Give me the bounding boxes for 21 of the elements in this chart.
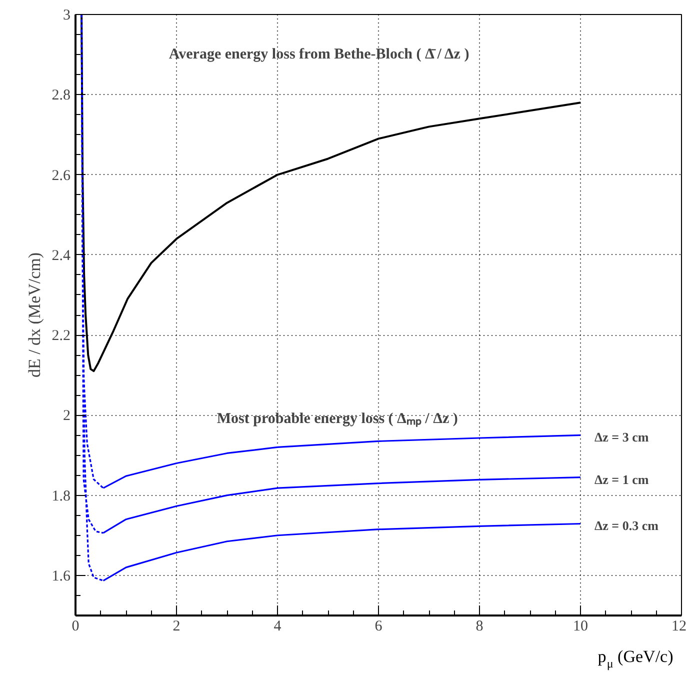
y-tick-label: 2.4	[52, 248, 71, 264]
y-tick-label: 1.6	[52, 568, 71, 584]
x-tick-label: 2	[172, 618, 180, 634]
x-tick-label: 10	[573, 618, 588, 634]
y-tick-label: 2.6	[52, 168, 71, 184]
y-tick-label: 2	[63, 408, 70, 424]
y-axis-title: dE / dx (MeV/cm)	[24, 252, 44, 378]
x-tick-label: 6	[374, 618, 383, 634]
series-label: Δz = 3 cm	[594, 430, 649, 445]
x-tick-label: 0	[72, 618, 80, 634]
annotation: Average energy loss from Bethe-Bloch ( Δ̄ / Δz )	[168, 46, 470, 63]
annotation: Most probable energy loss ( Δₘₚ / Δz )	[216, 411, 458, 428]
series-label: Δz = 0.3 cm	[594, 518, 659, 534]
y-tick-label: 2.2	[52, 328, 70, 344]
x-tick-label: 12	[672, 618, 686, 634]
x-tick-label: 8	[476, 618, 484, 634]
y-tick-label: 2.8	[52, 88, 70, 104]
series-label: Δz = 1 cm	[594, 472, 649, 487]
y-tick-label: 3	[63, 8, 70, 24]
y-tick-label: 1.8	[52, 488, 70, 504]
x-tick-label: 4	[274, 618, 282, 634]
